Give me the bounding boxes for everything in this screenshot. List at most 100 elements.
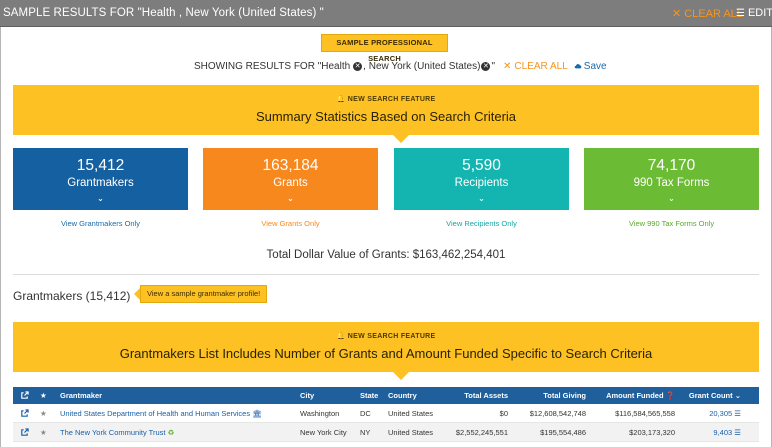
clear-all-link[interactable]: ✕ CLEAR ALL: [503, 61, 568, 72]
clear-all-button[interactable]: ✕ CLEAR ALL: [672, 7, 743, 20]
circle-x-icon[interactable]: ✕: [481, 62, 491, 71]
external-link-icon[interactable]: [20, 423, 29, 441]
chevron-down-icon[interactable]: ⌄: [478, 194, 485, 203]
grant-count-value[interactable]: 20,305: [709, 408, 733, 418]
new-feature-kicker: 🔔 NEW SEARCH FEATURE: [13, 332, 759, 340]
total-giving-cell: $12,608,542,748: [529, 408, 586, 418]
view-tax-forms-link[interactable]: View 990 Tax Forms Only: [628, 219, 715, 228]
summary-headline: Summary Statistics Based on Search Crite…: [255, 109, 517, 124]
view-grantmakers-link[interactable]: View Grantmakers Only: [60, 219, 141, 228]
grant-count-value[interactable]: 9,403: [713, 427, 733, 437]
header-grantmaker[interactable]: Grantmaker: [60, 391, 103, 400]
showing-label: SHOWING RESULTS FOR "Health: [194, 61, 351, 72]
top-bar: SAMPLE RESULTS FOR "Health , New York (U…: [0, 0, 772, 27]
remove-health-chip[interactable]: ✕: [352, 62, 363, 71]
header-total-assets[interactable]: Total Assets: [464, 391, 508, 400]
bell-icon: 🔔: [336, 96, 346, 103]
header-total-giving[interactable]: Total Giving: [543, 391, 586, 400]
banner-pointer: [393, 135, 409, 143]
view-recipients-link[interactable]: View Recipients Only: [446, 219, 517, 228]
sample-professional-search-button[interactable]: SAMPLE PROFESSIONAL SEARCH: [321, 34, 448, 63]
total-giving-cell: $195,554,486: [540, 427, 586, 437]
grantmakers-count: 15,412: [76, 157, 125, 174]
header-city[interactable]: City: [300, 391, 315, 400]
amount-funded-cell: $116,584,565,558: [615, 408, 675, 418]
grantmaker-name[interactable]: The New York Community Trust ♻: [60, 423, 174, 441]
grant-count-label: Grant Count: [688, 391, 733, 400]
grantmakers-label: Grantmakers: [67, 177, 134, 189]
grants-stat-card[interactable]: 163,184 Grants ⌄: [203, 148, 378, 210]
total-dollar-value: Total Dollar Value of Grants: $163,462,2…: [266, 249, 506, 261]
clear-all-label: CLEAR ALL: [684, 8, 743, 20]
header-country[interactable]: Country: [388, 391, 417, 400]
showing-results-bar: SHOWING RESULTS FOR "Health ✕ , New York…: [194, 61, 607, 72]
header-amount-funded[interactable]: Amount Funded ❓: [593, 387, 675, 404]
star-icon[interactable]: ★: [40, 408, 47, 418]
amount-funded-cell: $203,173,320: [629, 427, 675, 437]
state-cell: NY: [360, 427, 371, 437]
amount-funded-label: Amount Funded: [606, 391, 664, 400]
grantmaker-name-text[interactable]: United States Department of Health and H…: [60, 408, 251, 418]
bell-icon: 🔔: [336, 333, 346, 340]
save-button[interactable]: Save: [574, 61, 607, 72]
filter-list-icon: ☰: [736, 8, 745, 19]
grantmakers-heading: Grantmakers (15,412): [13, 289, 131, 303]
recipients-count: 5,590: [462, 157, 501, 174]
star-icon[interactable]: ★: [40, 391, 47, 400]
table-header: ★ Grantmaker City State Country Total As…: [13, 387, 759, 404]
close-icon: ✕: [503, 61, 512, 72]
clear-all-link-label: CLEAR ALL: [514, 61, 568, 72]
grantmakers-list-banner: 🔔 NEW SEARCH FEATURE Grantmakers List In…: [13, 322, 759, 380]
kicker-text: NEW SEARCH FEATURE: [347, 333, 436, 340]
total-assets-cell: $0: [499, 408, 508, 418]
recycle-icon: ♻: [167, 427, 175, 437]
total-assets-cell: $2,552,245,551: [455, 427, 508, 437]
chevron-down-icon[interactable]: ⌄: [734, 391, 741, 400]
grantmaker-name[interactable]: United States Department of Health and H…: [60, 404, 262, 422]
external-link-icon[interactable]: [20, 387, 29, 404]
list-icon[interactable]: ☰: [734, 427, 741, 437]
new-feature-kicker: 🔔 NEW SEARCH FEATURE: [13, 95, 759, 103]
edit-button[interactable]: ☰ EDIT: [736, 7, 772, 19]
country-cell: United States: [388, 408, 434, 418]
question-circle-icon[interactable]: ❓: [665, 391, 675, 400]
showing-end-quote: ": [491, 61, 496, 72]
header-grant-count[interactable]: Grant Count ⌄: [681, 387, 741, 404]
grants-label: Grants: [273, 177, 308, 189]
chevron-down-icon[interactable]: ⌄: [287, 194, 294, 203]
city-cell: Washington: [300, 408, 340, 418]
table-row: ★ United States Department of Health and…: [13, 404, 759, 423]
save-label: Save: [583, 61, 607, 72]
chevron-down-icon[interactable]: ⌄: [668, 194, 675, 203]
country-cell: United States: [388, 427, 434, 437]
grantmakers-table: ★ Grantmaker City State Country Total As…: [13, 387, 759, 442]
tax-forms-stat-card[interactable]: 74,170 990 Tax Forms ⌄: [584, 148, 759, 210]
table-row: ★ The New York Community Trust ♻ New Yor…: [13, 423, 759, 442]
edit-label: EDIT: [747, 7, 772, 19]
tax-forms-label: 990 Tax Forms: [633, 177, 710, 189]
tax-forms-count: 74,170: [647, 157, 696, 174]
header-state[interactable]: State: [360, 391, 379, 400]
summary-statistics-banner: 🔔 NEW SEARCH FEATURE Summary Statistics …: [13, 85, 759, 143]
remove-location-chip[interactable]: ✕: [480, 62, 491, 71]
star-icon[interactable]: ★: [40, 427, 47, 437]
recipients-stat-card[interactable]: 5,590 Recipients ⌄: [394, 148, 569, 210]
divider: [13, 274, 759, 275]
grantmaker-name-text[interactable]: The New York Community Trust: [60, 427, 166, 437]
grant-count-cell[interactable]: 20,305 ☰: [681, 404, 741, 422]
state-cell: DC: [360, 408, 371, 418]
view-grants-link[interactable]: View Grants Only: [261, 219, 320, 228]
city-cell: New York City: [300, 427, 347, 437]
external-link-icon[interactable]: [20, 404, 29, 422]
results-title: SAMPLE RESULTS FOR "Health , New York (U…: [3, 7, 324, 19]
list-icon[interactable]: ☰: [734, 408, 741, 418]
circle-x-icon[interactable]: ✕: [353, 62, 363, 71]
grants-count: 163,184: [262, 157, 319, 174]
grant-count-cell[interactable]: 9,403 ☰: [681, 423, 741, 441]
sample-profile-button[interactable]: View a sample grantmaker profile!: [133, 285, 268, 303]
chevron-down-icon[interactable]: ⌄: [97, 194, 104, 203]
institution-icon: 🏛: [252, 408, 262, 418]
showing-location: , New York (United States): [363, 61, 481, 72]
recipients-label: Recipients: [454, 177, 509, 189]
grantmakers-stat-card[interactable]: 15,412 Grantmakers ⌄: [13, 148, 188, 210]
